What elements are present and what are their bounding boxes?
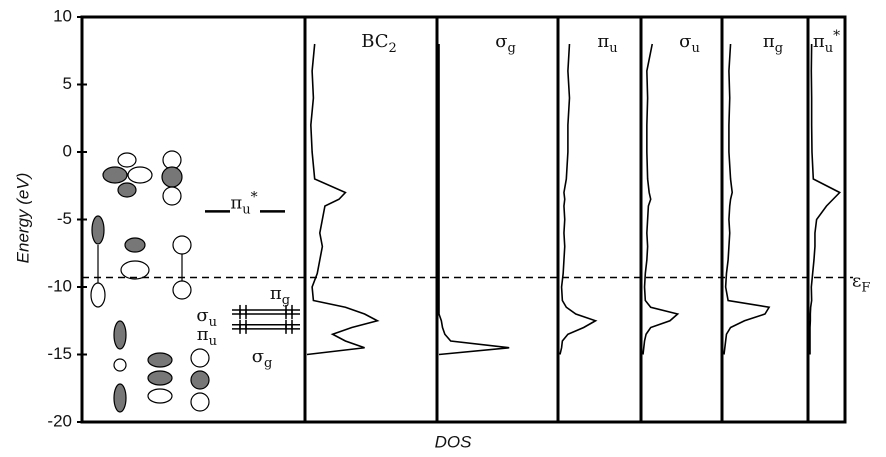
label-sub: F [861, 280, 870, 295]
lobe [173, 236, 191, 254]
lobe [148, 371, 172, 385]
page: Energy (eV) DOS -20-15-10-50510BC2σgπuσu… [0, 0, 886, 457]
dos-curve [439, 44, 509, 355]
label-main: ε [852, 271, 861, 292]
lobe [173, 281, 191, 299]
y-tick-label: -10 [47, 276, 72, 295]
lobe [92, 216, 104, 244]
label: πg [763, 31, 783, 56]
lobe [125, 238, 145, 252]
y-tick-label: -5 [57, 209, 72, 228]
x-axis-label: DOS [435, 432, 473, 451]
label-main: π [763, 31, 775, 52]
lobe [128, 167, 152, 183]
label: πu* [813, 28, 840, 56]
lobe [114, 359, 126, 371]
label-sub: g [264, 355, 272, 370]
dos-curve [307, 44, 377, 355]
lobe [118, 183, 136, 197]
label-sub: u [209, 315, 217, 330]
chart: Energy (eV) DOS -20-15-10-50510BC2σgπuσu… [0, 0, 886, 457]
label: πu* [230, 189, 257, 217]
lobe [162, 167, 182, 187]
label-main: σ [679, 31, 691, 52]
dos-curve [643, 44, 678, 355]
orbital-drawings [91, 151, 209, 412]
dos-curve [560, 44, 596, 355]
y-tick-label: 0 [63, 141, 72, 160]
lobe [191, 393, 209, 411]
lobe [118, 153, 136, 167]
lobe [191, 371, 209, 389]
label-sup: * [251, 189, 258, 205]
lobe [163, 187, 181, 205]
label-sub: g [775, 41, 783, 56]
label-main: π [597, 31, 609, 52]
y-tick-label: 5 [63, 74, 72, 93]
label-main: π [230, 192, 242, 213]
dos-curve [724, 44, 769, 355]
lobe [148, 389, 172, 403]
lobe [163, 151, 181, 169]
label: πu [597, 31, 617, 56]
label-main: π [813, 31, 825, 52]
label-sub: g [282, 292, 290, 307]
lobe [191, 349, 209, 367]
label: πg [270, 283, 290, 308]
label-main: σ [252, 346, 264, 367]
lobe [103, 167, 127, 183]
y-tick-label: -15 [47, 344, 72, 363]
label-main: π [270, 283, 282, 304]
y-tick-label: 10 [53, 6, 72, 25]
label-sub: u [691, 41, 699, 56]
label-sub: g [507, 41, 515, 56]
label-main: π [197, 324, 209, 345]
label: εF [852, 271, 870, 296]
lobe [148, 353, 172, 367]
label: σg [252, 346, 273, 371]
lobe [121, 261, 149, 279]
label-sub: 2 [389, 41, 397, 56]
lobe [91, 283, 105, 307]
y-tick-label: -20 [47, 411, 72, 430]
y-axis-label: Energy (eV) [13, 173, 32, 264]
label: σg [495, 31, 516, 56]
label-main: BC [361, 31, 388, 52]
label-sub: u [825, 41, 833, 56]
label-sub: u [242, 202, 250, 217]
label: BC2 [361, 31, 397, 56]
label-sub: u [209, 333, 217, 348]
lobe [114, 384, 126, 412]
label: σu [679, 31, 700, 56]
label-sup: * [833, 28, 840, 44]
lobe [114, 321, 126, 349]
dos-curve [810, 44, 840, 355]
label-main: σ [495, 31, 507, 52]
label-sub: u [609, 41, 617, 56]
